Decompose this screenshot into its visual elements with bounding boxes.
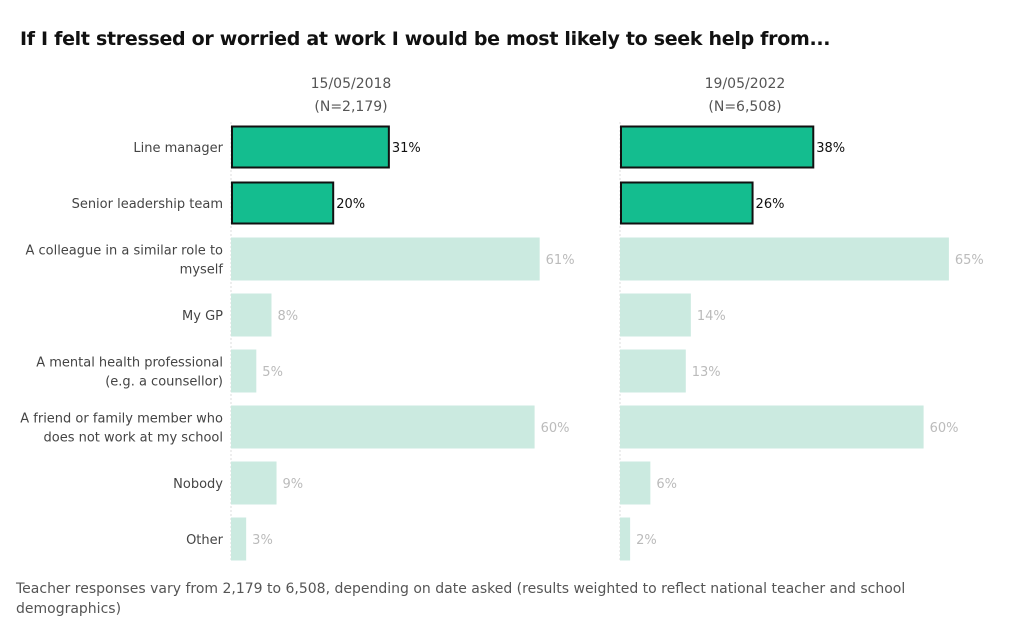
- bar-0-6: [231, 461, 277, 505]
- bar-1-2: [620, 237, 949, 281]
- data-label-1-5: 60%: [930, 421, 959, 436]
- category-label-5-1: does not work at my school: [44, 431, 224, 446]
- bar-1-4: [620, 349, 686, 393]
- category-label-2-0: A colleague in a similar role to: [25, 244, 223, 259]
- bar-0-2: [231, 237, 540, 281]
- category-label-2-1: myself: [180, 263, 224, 278]
- bar-0-4: [231, 349, 257, 393]
- data-label-1-2: 65%: [955, 253, 984, 268]
- series-n-1: (N=6,508): [708, 99, 781, 115]
- series-n-0: (N=2,179): [314, 99, 387, 115]
- bar-0-7: [231, 517, 247, 561]
- category-label-0: Line manager: [133, 141, 223, 156]
- bar-0-1: [231, 181, 335, 225]
- data-label-0-4: 5%: [262, 365, 283, 380]
- data-label-1-0: 38%: [816, 141, 845, 156]
- bar-0-3: [231, 293, 272, 337]
- data-label-1-1: 26%: [756, 197, 785, 212]
- bar-1-5: [620, 405, 924, 449]
- category-label-4-1: (e.g. a counsellor): [105, 375, 223, 390]
- data-label-1-6: 6%: [656, 477, 677, 492]
- data-label-0-1: 20%: [336, 197, 365, 212]
- bar-1-7: [620, 517, 631, 561]
- data-label-1-4: 13%: [692, 365, 721, 380]
- data-label-0-5: 60%: [541, 421, 570, 436]
- bar-1-1: [620, 181, 754, 225]
- category-label-6: Nobody: [173, 477, 223, 492]
- category-label-5-0: A friend or family member who: [20, 412, 223, 427]
- data-label-0-6: 9%: [283, 477, 304, 492]
- data-label-1-7: 2%: [636, 533, 657, 548]
- series-date-0: 15/05/2018: [311, 76, 392, 92]
- bar-1-6: [620, 461, 651, 505]
- bar-0-5: [231, 405, 535, 449]
- data-label-0-0: 31%: [392, 141, 421, 156]
- data-label-0-7: 3%: [252, 533, 273, 548]
- data-label-0-2: 61%: [546, 253, 575, 268]
- data-label-0-3: 8%: [277, 309, 298, 324]
- bar-0-0: [231, 125, 390, 169]
- category-label-7: Other: [186, 533, 224, 548]
- category-label-1: Senior leadership team: [72, 197, 223, 212]
- bar-1-0: [620, 125, 815, 169]
- category-label-3: My GP: [182, 309, 223, 324]
- category-label-4-0: A mental health professional: [36, 356, 223, 371]
- data-label-1-3: 14%: [697, 309, 726, 324]
- bar-1-3: [620, 293, 691, 337]
- series-date-1: 19/05/2022: [705, 76, 786, 92]
- footnote: Teacher responses vary from 2,179 to 6,5…: [16, 581, 906, 617]
- chart-title: If I felt stressed or worried at work I …: [20, 28, 831, 50]
